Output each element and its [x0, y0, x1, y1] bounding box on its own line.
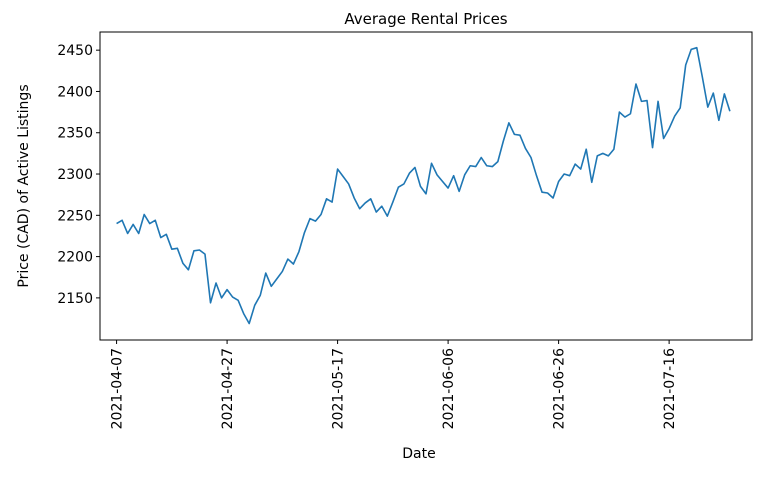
x-tick-label: 2021-04-07: [110, 348, 126, 429]
x-axis-label: Date: [402, 446, 435, 462]
y-tick-label: 2300: [57, 167, 93, 183]
y-tick-label: 2250: [57, 208, 93, 224]
x-tick-label: 2021-06-06: [441, 348, 457, 429]
y-tick-label: 2150: [57, 291, 93, 307]
x-tick-label: 2021-05-17: [331, 348, 347, 429]
x-tick-label: 2021-07-16: [662, 348, 678, 429]
y-tick-label: 2200: [57, 250, 93, 266]
x-tick-label: 2021-06-26: [552, 348, 568, 429]
y-tick-label: 2450: [57, 43, 93, 59]
y-axis-label: Price (CAD) of Active Listings: [16, 84, 32, 287]
line-series: [116, 46, 731, 325]
chart-title: Average Rental Prices: [344, 10, 507, 28]
y-tick-label: 2400: [57, 84, 93, 100]
plot-frame: [99, 31, 753, 341]
x-tick-label: 2021-04-27: [220, 348, 236, 429]
y-tick-label: 2350: [57, 126, 93, 142]
